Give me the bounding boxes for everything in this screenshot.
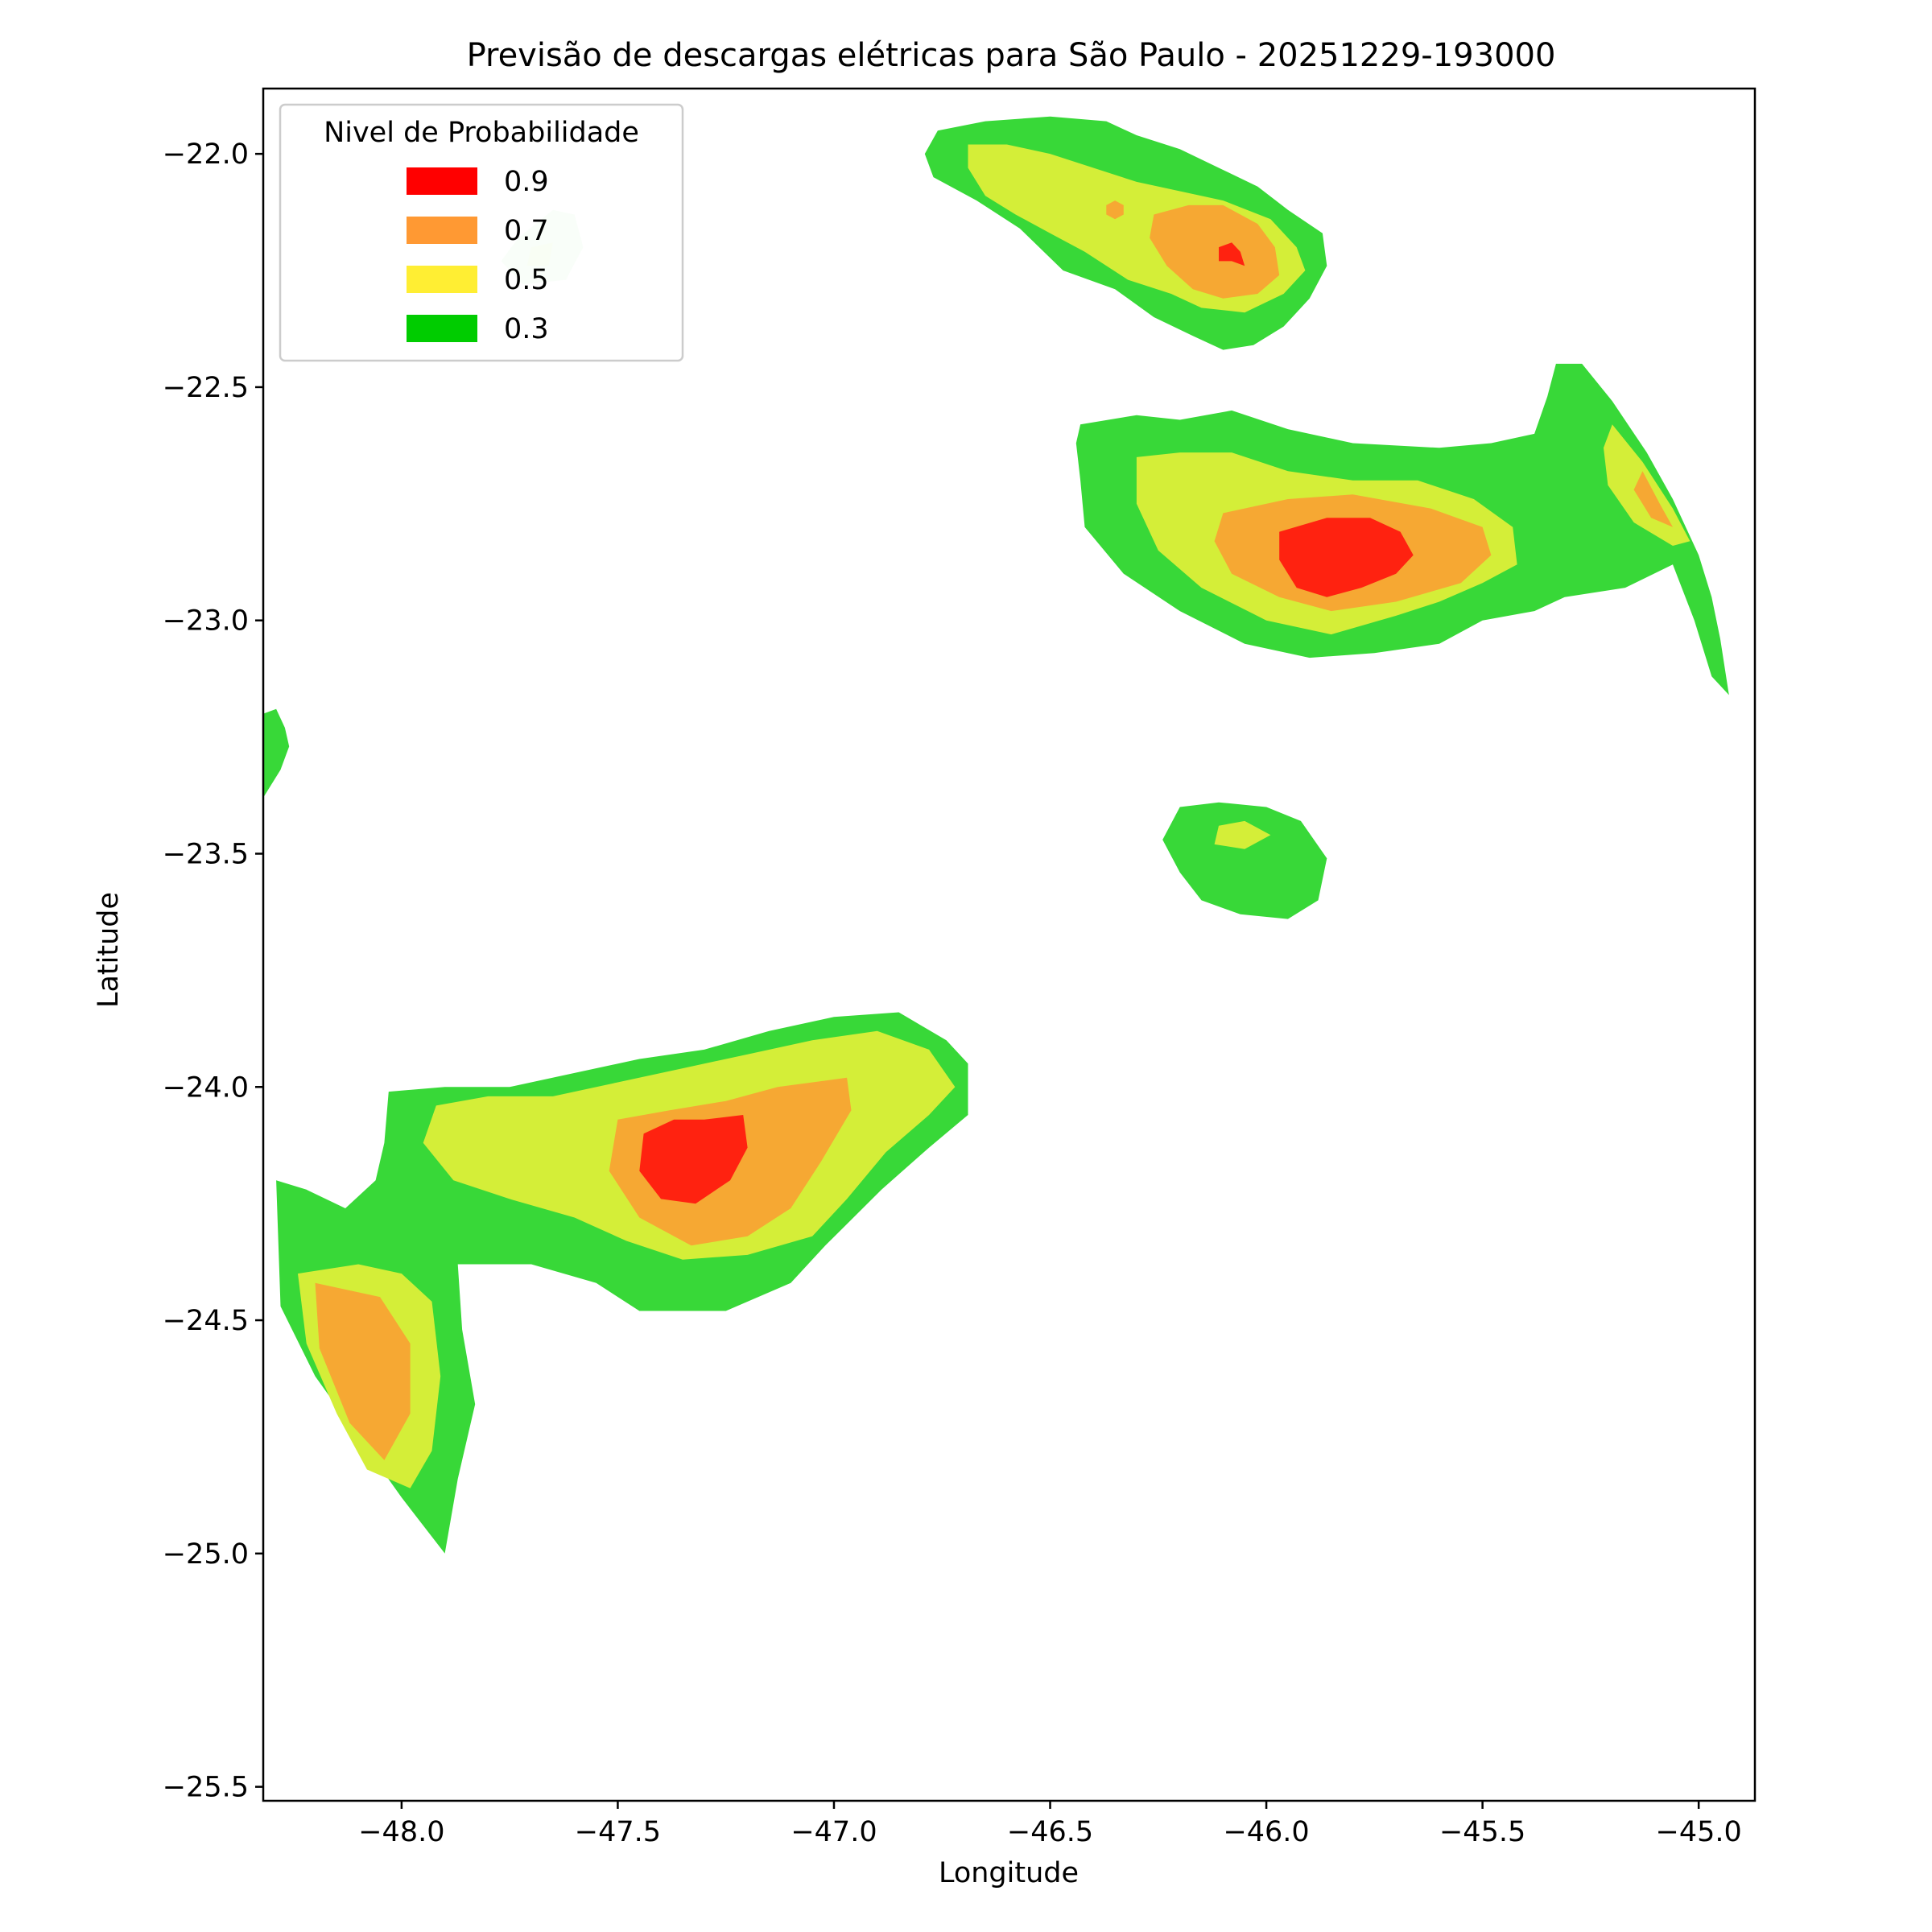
y-tick-label: −24.0: [163, 1071, 249, 1104]
contour-southwest-cell-level-09: [639, 1115, 748, 1204]
contour-west-edge-level-03: [263, 708, 290, 798]
contour-southwest-cell-level-07: [315, 1282, 411, 1460]
legend-swatch: [407, 167, 477, 195]
plot-frame: [262, 87, 1757, 1802]
contour-east-cell-level-07: [1633, 471, 1673, 527]
legend-label: 0.3: [504, 313, 549, 345]
legend-entries: 0.9 0.7 0.5 0.3: [407, 166, 549, 345]
y-tick-label: −25.0: [163, 1538, 249, 1571]
contour-center-cell-level-05: [1214, 820, 1271, 849]
legend-swatch: [407, 315, 477, 342]
x-tick-label: −48.0: [358, 1816, 444, 1848]
contour-fills: [263, 116, 1729, 1554]
contour-north-cell-level-09: [1219, 242, 1245, 266]
legend: Nivel de Probabilidade 0.9 0.7 0.5 0.3: [279, 103, 684, 362]
x-tick-label: −47.0: [791, 1816, 877, 1848]
x-tick-label: −45.5: [1439, 1816, 1525, 1848]
legend-swatch: [407, 217, 477, 244]
x-tick-label: −46.5: [1007, 1816, 1093, 1848]
y-tick-label: −25.5: [163, 1772, 249, 1804]
legend-box: [279, 103, 684, 362]
contour-north-cell-level-07: [1150, 204, 1280, 299]
y-axis: −22.0 −22.5 −23.0 −23.5 −24.0 −24.5 −25.0 −25.5: [163, 138, 263, 1804]
contour-center-cell-level-03: [1162, 802, 1327, 919]
plot-area: [262, 87, 1757, 1802]
legend-label: 0.5: [504, 264, 549, 296]
legend-label: 0.7: [504, 215, 549, 247]
y-axis-label: Latitude: [93, 892, 125, 1008]
x-axis: −48.0 −47.5 −47.0 −46.5 −46.0 −45.5 −45.0: [358, 1801, 1742, 1848]
chart-title: Previsão de descargas elétricas para São…: [467, 37, 1556, 74]
plot-background: [263, 89, 1755, 1801]
y-tick-label: −23.0: [163, 605, 249, 638]
legend-title: Nivel de Probabilidade: [324, 117, 639, 149]
contour-north-cell-level-07: [1106, 200, 1124, 220]
y-tick-label: −22.0: [163, 138, 249, 171]
y-tick-label: −22.5: [163, 372, 249, 404]
x-tick-label: −45.0: [1656, 1816, 1742, 1848]
legend-swatch: [407, 266, 477, 293]
y-tick-label: −23.5: [163, 838, 249, 870]
legend-label: 0.9: [504, 166, 549, 198]
x-axis-label: Longitude: [939, 1857, 1079, 1889]
contour-east-cell-level-09: [1279, 518, 1414, 597]
y-tick-label: −24.5: [163, 1305, 249, 1337]
x-tick-label: −46.0: [1223, 1816, 1309, 1848]
x-tick-label: −47.5: [575, 1816, 661, 1848]
